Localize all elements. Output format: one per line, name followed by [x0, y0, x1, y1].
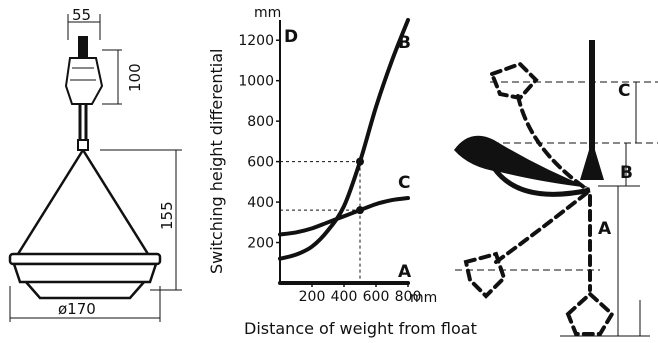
- y-axis-title: Switching height differential: [207, 49, 226, 274]
- chart-series: B C A: [278, 18, 412, 286]
- top-housing: [64, 57, 104, 105]
- y-tick-label: 400: [247, 195, 274, 211]
- float-rim: [8, 252, 162, 266]
- x-axis-unit: mm: [410, 290, 437, 306]
- chart-tick-labels: 200 400 600 800 1000 1200 200 400 600 800: [238, 33, 421, 305]
- chart-marker-point: [356, 157, 364, 166]
- x-tick-label: 800: [395, 289, 422, 305]
- y-tick-label: 600: [247, 155, 274, 171]
- x-tick-label: 400: [331, 289, 358, 305]
- x-tick-label: 600: [363, 289, 390, 305]
- chart-helper-lines: [280, 161, 361, 283]
- y-tick-label: 800: [247, 114, 274, 130]
- x-axis-title: Distance of weight from float: [244, 319, 477, 338]
- series-label-b: B: [398, 33, 411, 53]
- switching-height-chart: Switching height differential mm D B C A 2…: [207, 5, 477, 338]
- series-line-b: [278, 18, 410, 261]
- diameter-label: ø170: [58, 300, 96, 318]
- y-tick-label: 200: [247, 236, 274, 252]
- cable-clamp: [77, 139, 89, 151]
- y-axis-unit: mm: [254, 5, 281, 21]
- float-cable-top: [516, 94, 590, 192]
- y-tick-label: 1200: [238, 33, 274, 49]
- float-bottom-position: [565, 291, 615, 336]
- corner-label-d: D: [284, 27, 298, 47]
- cable: [78, 104, 88, 140]
- float-base: [12, 262, 158, 284]
- schematic-label-b: B: [620, 163, 633, 183]
- float-top-position: [489, 61, 539, 101]
- top-width-label: 55: [72, 6, 91, 24]
- switching-schematic: C B A: [454, 40, 658, 337]
- float-cable-upper: [491, 166, 591, 197]
- chart-marker-point: [356, 206, 364, 215]
- float-lower-position: [463, 251, 507, 299]
- schematic-label-a: A: [598, 219, 612, 239]
- series-label-c: C: [398, 173, 410, 193]
- y-tick-label: 1000: [238, 74, 274, 90]
- body-height-label: 155: [158, 201, 176, 230]
- top-height-label: 100: [126, 63, 144, 92]
- float-bottom: [25, 281, 145, 300]
- float-cone: [16, 149, 150, 255]
- weight-cone: [580, 140, 604, 180]
- schematic-label-c: C: [618, 81, 630, 101]
- float-upper-position: [454, 135, 590, 188]
- series-label-a: A: [398, 262, 412, 282]
- x-tick-label: 200: [299, 289, 326, 305]
- series-line-c: [278, 196, 410, 237]
- cable-gland: [78, 36, 88, 58]
- float-drawing: 55 100 155 ø170: [8, 6, 182, 322]
- float-cable-lower: [494, 190, 590, 264]
